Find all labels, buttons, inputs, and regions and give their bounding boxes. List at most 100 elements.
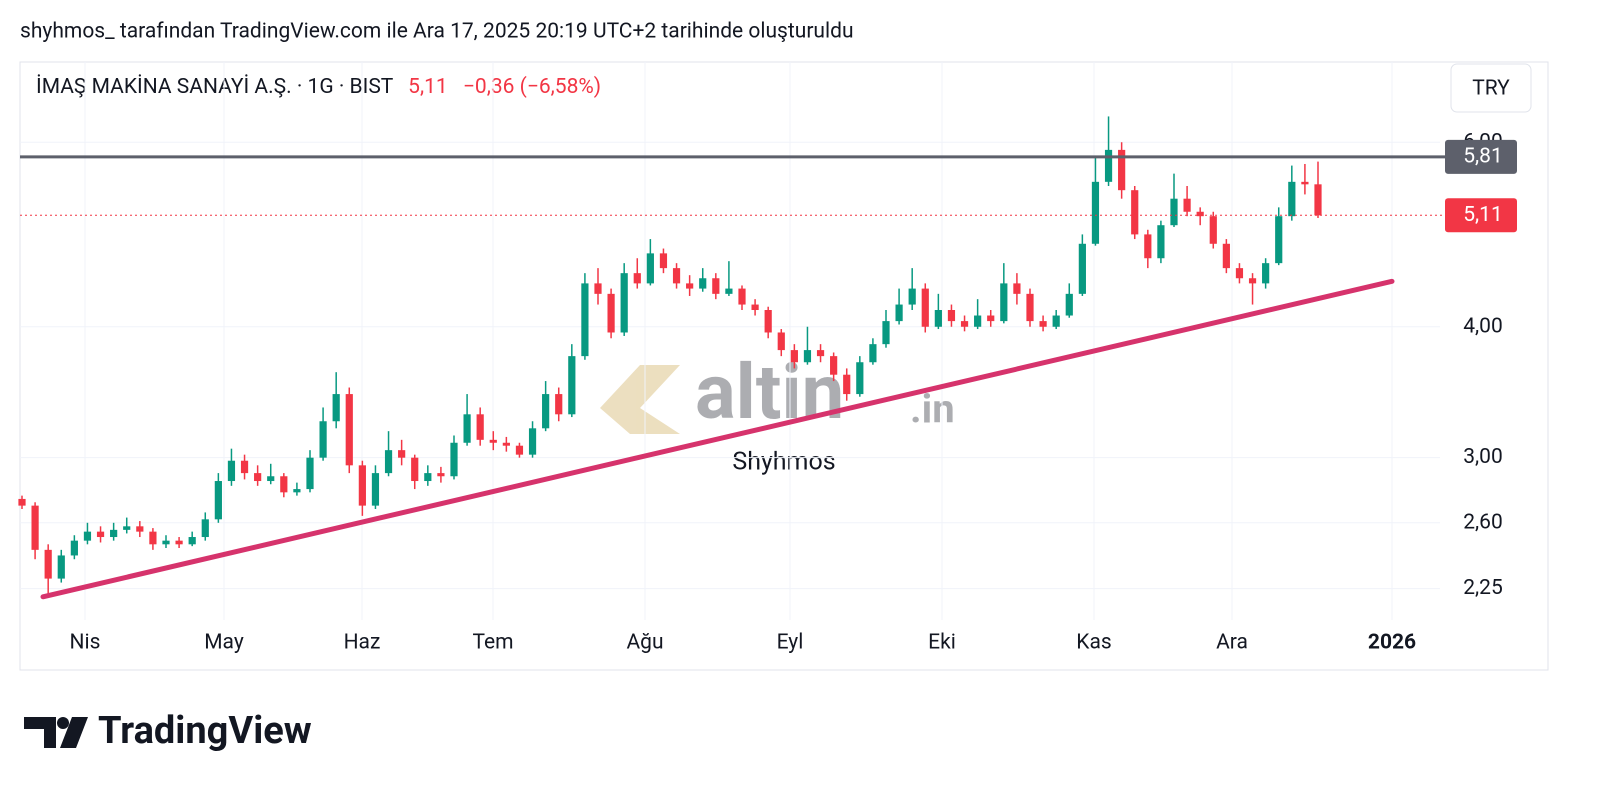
candle-body <box>1275 216 1283 264</box>
candle-body <box>1209 216 1217 244</box>
candle-body <box>502 442 510 446</box>
candle-body <box>908 288 916 305</box>
candle-body <box>895 304 903 322</box>
x-tick-label: Nis <box>70 631 101 655</box>
candle-body <box>542 394 550 429</box>
candle-body <box>437 473 445 477</box>
candle-body <box>1288 181 1296 217</box>
price-change: −0,36 (−6,58%) <box>463 75 601 99</box>
trendline <box>40 278 1395 600</box>
price-label: 5,11 <box>1463 203 1503 227</box>
candle-body <box>162 540 170 545</box>
y-tick-label: 4,00 <box>1463 314 1503 338</box>
y-tick-label: 2,60 <box>1463 510 1503 534</box>
candle-body <box>240 460 249 474</box>
candle-body <box>1170 198 1178 226</box>
candle-body <box>620 273 628 333</box>
candle-body <box>646 253 654 284</box>
price-label: 5,81 <box>1463 144 1503 168</box>
candle-body <box>1144 234 1152 259</box>
candle-body <box>1065 293 1073 316</box>
candle-body <box>44 549 52 579</box>
candle-body <box>1314 184 1322 216</box>
watermark-icon <box>600 365 680 434</box>
candle-body <box>1248 278 1257 284</box>
candle-body <box>803 350 812 363</box>
candle-body <box>267 476 275 482</box>
symbol-legend: İMAŞ MAKİNA SANAYİ A.Ş. · 1G · BIST 5,11… <box>36 75 601 99</box>
candle-body <box>476 414 484 440</box>
candle-body <box>110 529 118 538</box>
candle-body <box>1183 198 1191 212</box>
candle-body <box>1131 190 1139 235</box>
candle-body <box>1078 243 1086 294</box>
candle-body <box>974 315 982 327</box>
candle-body <box>607 293 615 333</box>
candle-body <box>633 273 641 284</box>
candle-body <box>424 473 432 482</box>
candle-body <box>306 457 314 490</box>
candle-body <box>1013 283 1021 294</box>
x-tick-label: Ara <box>1216 631 1248 655</box>
symbol-title: İMAŞ MAKİNA SANAYİ A.Ş. · 1G · BIST <box>36 75 394 99</box>
candle-body <box>1235 268 1244 279</box>
logo-mark <box>24 717 56 748</box>
candle-body <box>31 505 39 550</box>
candle-body <box>293 489 301 493</box>
candle-body <box>489 439 497 443</box>
x-tick-label: 2026 <box>1368 631 1416 655</box>
candle-body <box>1104 149 1113 182</box>
candle-body <box>136 526 144 532</box>
candle-body <box>450 442 458 477</box>
candle-body <box>1039 321 1047 327</box>
candle-body <box>371 473 380 506</box>
candle-body <box>188 537 196 545</box>
candle-body <box>751 304 759 311</box>
candle-body <box>934 310 942 327</box>
candle-body <box>83 531 92 541</box>
candle-body <box>856 362 864 395</box>
candle-body <box>70 540 78 556</box>
candle-body <box>777 332 785 351</box>
candle-body <box>1091 181 1100 244</box>
candle-body <box>581 283 589 357</box>
x-tick-label: Ağu <box>626 631 663 655</box>
candle-body <box>960 321 969 327</box>
overlays: 2,252,603,004,006,00NisMayHazTemAğuEylEk… <box>20 130 1517 655</box>
x-tick-label: Kas <box>1076 631 1111 655</box>
last-price: 5,11 <box>408 75 448 99</box>
candle-body <box>738 288 746 305</box>
candle-body <box>1026 293 1034 322</box>
price-label-box <box>1445 198 1517 233</box>
candle-body <box>1000 283 1008 322</box>
candle-body <box>672 268 681 284</box>
candle-body <box>594 283 602 294</box>
candle-body <box>227 460 236 482</box>
candle-body <box>175 540 183 545</box>
candle-body <box>398 450 406 458</box>
x-tick-label: May <box>204 631 244 655</box>
candle-body <box>947 310 956 322</box>
candle-body <box>699 278 707 289</box>
watermark-author: Shyhmos <box>732 448 835 477</box>
candle-body <box>214 481 222 520</box>
y-tick-label: 2,25 <box>1463 576 1503 600</box>
candle-body <box>149 531 157 545</box>
x-tick-label: Tem <box>472 631 513 655</box>
candle-body <box>568 356 576 415</box>
candle-body <box>764 310 772 333</box>
candle-body <box>686 283 694 289</box>
x-tick-label: Eyl <box>777 631 804 655</box>
currency-box <box>1450 63 1532 113</box>
candle-body <box>869 344 877 363</box>
x-tick-label: Haz <box>344 631 381 655</box>
candle-body <box>345 394 353 466</box>
watermark-logo: altin <box>695 347 844 437</box>
logo-dot <box>57 717 69 729</box>
x-tick-label: Eki <box>928 631 956 655</box>
candle-body <box>463 414 471 443</box>
candle-body <box>18 498 26 506</box>
candle-body <box>254 473 262 482</box>
candle-body <box>280 476 288 493</box>
candle-body <box>96 531 105 538</box>
